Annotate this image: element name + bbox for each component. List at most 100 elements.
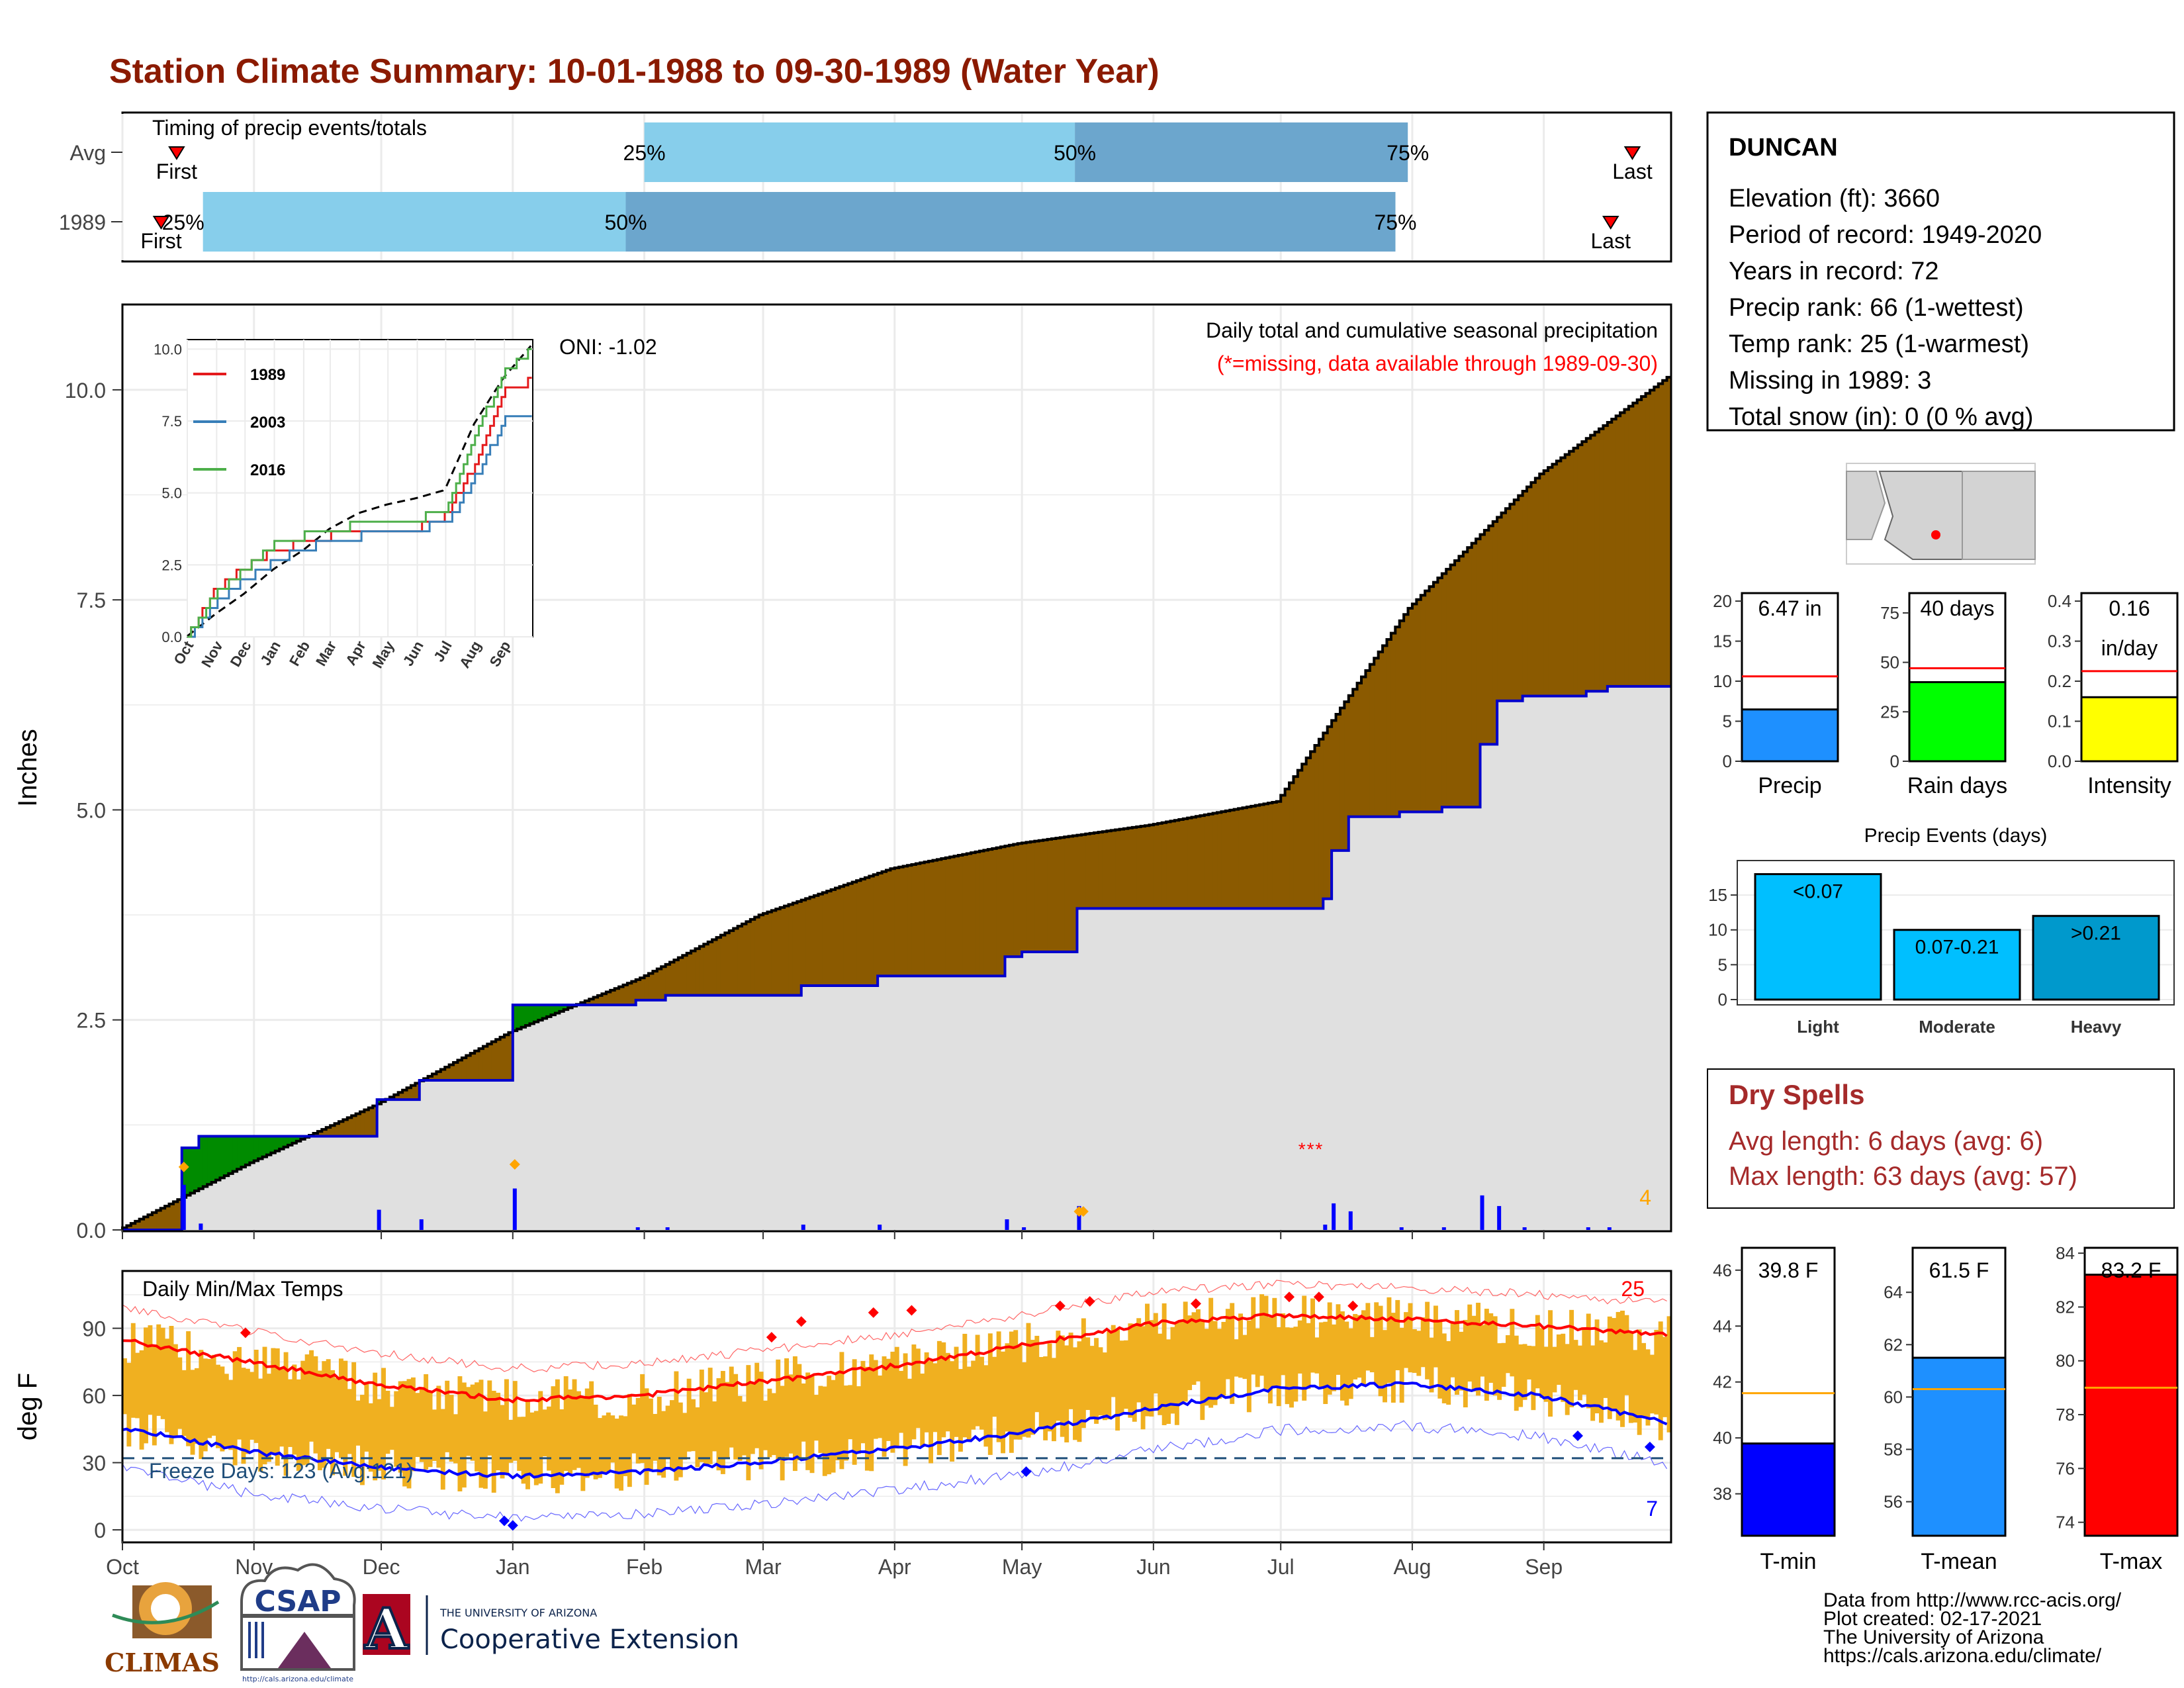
daily-temp-range-bar <box>343 1360 348 1476</box>
daily-temp-range-bar <box>1191 1312 1197 1385</box>
missing-note: (*=missing, data available through 1989-… <box>1217 352 1658 375</box>
daily-temp-range-bar <box>899 1370 904 1433</box>
deficit-bar <box>678 957 683 996</box>
daily-precip-bar <box>1441 1227 1446 1230</box>
deficit-bar <box>1531 482 1536 696</box>
daily-temp-range-bar <box>929 1361 933 1464</box>
deficit-bar <box>1306 757 1311 909</box>
deficit-bar <box>878 873 883 976</box>
deficit-bar <box>1501 512 1506 701</box>
daily-temp-range-bar <box>1056 1331 1061 1421</box>
daily-temp-range-bar <box>220 1366 225 1452</box>
deficit-bar <box>1361 677 1367 817</box>
deficit-surplus-bar <box>533 1005 539 1022</box>
events-ytick-label: 10 <box>1708 920 1727 940</box>
deficit-bar <box>962 854 968 976</box>
daily-temp-range-bar <box>1174 1322 1179 1425</box>
daily-temp-range-bar <box>657 1397 662 1476</box>
deficit-bar <box>945 857 950 976</box>
daily-precip-bar <box>1005 1219 1009 1230</box>
daily-temp-range-bar <box>504 1379 509 1474</box>
daily-temp-range-bar <box>317 1370 322 1471</box>
events-title: Precip Events (days) <box>1864 825 2048 847</box>
deficit-bar <box>619 986 624 1006</box>
daily-temp-range-bar <box>1429 1337 1434 1393</box>
daily-temp-range-bar <box>907 1378 912 1447</box>
deficit-bar <box>924 862 929 976</box>
daily-temp-range-bar <box>194 1368 199 1444</box>
daily-temp-range-bar <box>521 1417 526 1484</box>
deficit-bar <box>338 1121 343 1137</box>
deficit-bar <box>602 994 607 1006</box>
daily-temp-range-bar <box>1246 1320 1251 1413</box>
timing-bar-q1 <box>644 122 1075 182</box>
deficit-bar <box>729 930 734 996</box>
daily-avg-marker <box>178 1161 189 1172</box>
daily-temp-range-bar <box>1293 1327 1298 1402</box>
deficit-bar <box>1276 801 1281 909</box>
deficit-bar <box>1637 399 1642 686</box>
event-bar-label: Light <box>1797 1017 1839 1037</box>
temp-panel: 0 30 60 90 deg F Daily Min/Max Temps 25 7 F… <box>13 1270 1672 1579</box>
deficit-bar <box>1128 827 1133 909</box>
daily-temp-range-bar <box>491 1391 496 1493</box>
daily-temp-range-bar <box>1128 1323 1133 1418</box>
deficit-bar <box>508 1032 514 1080</box>
month-label: Aug <box>1393 1555 1431 1579</box>
deficit-bar <box>831 889 836 986</box>
daily-temp-range-bar <box>640 1374 645 1464</box>
freeze-days: Freeze Days: 123 (Avg:121) <box>149 1459 414 1483</box>
deficit-bar <box>822 892 827 986</box>
daily-temp-range-bar <box>856 1386 862 1454</box>
deficit-surplus-bar <box>190 1148 195 1194</box>
daily-precip-bar <box>1332 1203 1336 1230</box>
event-bar <box>2032 915 2160 1001</box>
deficit-bar <box>1094 833 1099 909</box>
daily-temp-range-bar <box>644 1388 649 1485</box>
daily-temp-range-bar <box>1633 1350 1638 1423</box>
summary-bar-value <box>2080 696 2179 763</box>
daily-precip-bar <box>1022 1227 1026 1230</box>
daily-temp-range-bar <box>482 1411 488 1489</box>
deficit-bar <box>1038 840 1044 952</box>
cold-day-count: 7 <box>1646 1497 1658 1521</box>
deficit-surplus-bar <box>253 1136 259 1161</box>
daily-temp-range-bar <box>890 1351 895 1453</box>
daily-temp-range-bar <box>1628 1332 1633 1423</box>
station-info-line: Period of record: 1949-2020 <box>1729 221 2042 249</box>
daily-temp-range-bar <box>529 1412 535 1475</box>
daily-temp-range-bar <box>445 1380 450 1452</box>
station-info-line: Total snow (in): 0 (0 % avg) <box>1729 403 2033 431</box>
deficit-bar <box>1208 814 1214 909</box>
deficit-bar <box>936 859 942 976</box>
deficit-surplus-bar <box>271 1136 276 1153</box>
deficit-bar <box>941 859 946 976</box>
events-ytick-label: 0 <box>1718 990 1727 1009</box>
temp-summary-bar <box>1741 1442 1836 1537</box>
daily-temp-range-bar <box>737 1395 743 1461</box>
deficit-surplus-bar <box>262 1136 267 1157</box>
deficit-bar <box>640 978 645 1000</box>
deficit-bar <box>173 1201 178 1230</box>
deficit-bar <box>1480 534 1485 745</box>
deficit-bar <box>1565 454 1570 696</box>
deficit-bar <box>453 1062 459 1080</box>
deficit-bar <box>1077 835 1082 909</box>
deficit-bar <box>415 1083 420 1100</box>
deficit-surplus-bar <box>194 1148 199 1192</box>
deficit-bar <box>1387 639 1392 817</box>
deficit-bar <box>1200 816 1205 909</box>
deficit-bar <box>839 886 844 986</box>
deficit-bar <box>1026 842 1031 952</box>
daily-temp-range-bar <box>1306 1323 1311 1389</box>
daily-temp-range-bar <box>1590 1345 1596 1421</box>
daily-temp-range-bar <box>559 1409 565 1485</box>
temp-summary-ytick-label: 74 <box>2056 1513 2075 1532</box>
daily-temp-range-bar <box>653 1413 658 1461</box>
record-high-marker <box>240 1327 251 1338</box>
daily-temp-range-bar <box>1369 1336 1375 1373</box>
deficit-bar <box>1357 682 1362 817</box>
daily-temp-range-bar <box>398 1381 403 1473</box>
daily-temp-range-bar <box>1395 1299 1400 1370</box>
deficit-bar <box>440 1069 445 1080</box>
